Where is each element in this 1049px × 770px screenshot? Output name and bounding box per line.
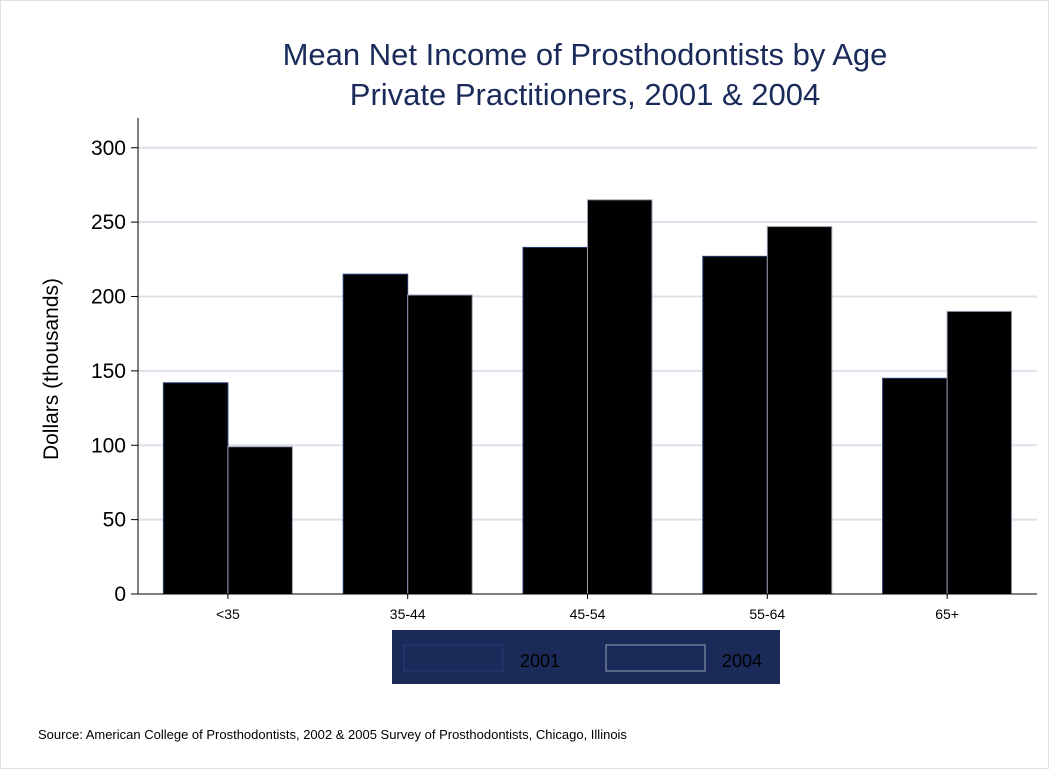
x-ticks: <35 35-44 45-54 55-64 65+ — [216, 594, 959, 622]
bar-2004-55-64 — [766, 226, 833, 595]
bar-2004-45-54 — [587, 199, 653, 595]
source-note: Source: American College of Prosthodonti… — [38, 727, 627, 742]
bar-2001-<35 — [162, 382, 229, 595]
chart-subtitle: Private Practitioners, 2001 & 2004 — [350, 77, 820, 112]
x-tick-label: 55-64 — [749, 606, 785, 622]
chart-title: Mean Net Income of Prosthodontists by Ag… — [283, 37, 888, 72]
bar-2001-45-54 — [522, 246, 588, 595]
bar-2004-65+ — [946, 310, 1013, 595]
legend-swatch-2001 — [403, 644, 504, 672]
y-ticks: 0 50 100 150 200 250 300 — [91, 137, 138, 606]
legend-label-2001: 2001 — [520, 651, 560, 671]
y-tick-label: 250 — [91, 211, 126, 234]
bar-2004-35-44 — [407, 294, 473, 595]
y-tick-label: 100 — [91, 434, 126, 457]
bar-2001-35-44 — [342, 273, 409, 595]
x-tick-label: 65+ — [935, 606, 959, 622]
bars — [162, 199, 1013, 595]
y-tick-label: 0 — [114, 583, 126, 606]
bar-2001-55-64 — [702, 255, 768, 595]
legend: 2001 2004 — [392, 630, 780, 684]
x-tick-label: 35-44 — [390, 606, 426, 622]
legend-label-2004: 2004 — [722, 651, 762, 671]
x-tick-label: 45-54 — [570, 606, 606, 622]
y-axis-label: Dollars (thousands) — [40, 278, 63, 460]
x-tick-label: <35 — [216, 606, 240, 622]
bar-2001-65+ — [882, 377, 948, 595]
bar-2004-<35 — [227, 446, 293, 595]
y-tick-label: 300 — [91, 137, 126, 160]
y-tick-label: 200 — [91, 286, 126, 309]
y-tick-label: 50 — [103, 509, 126, 532]
legend-swatch-2004 — [605, 644, 706, 672]
y-tick-label: 150 — [91, 360, 126, 383]
